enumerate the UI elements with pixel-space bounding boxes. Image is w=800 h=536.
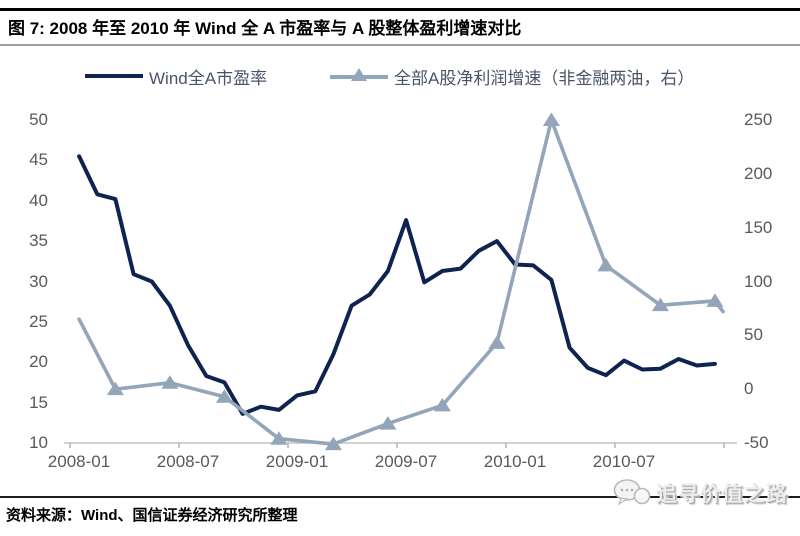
left-axis-tick-label: 20 <box>29 352 48 372</box>
triangle-marker <box>161 375 179 389</box>
x-axis-tick-label: 2010-01 <box>483 452 547 471</box>
chart-legend: Wind全A市盈率 全部A股净利润增速（非金融两油，右） <box>0 62 800 90</box>
triangle-marker <box>597 257 615 272</box>
triangle-marker <box>488 335 506 349</box>
x-axis-tick-label: 2008-07 <box>156 452 220 471</box>
right-axis-tick-label: 0 <box>744 379 754 399</box>
watermark: 追寻价值之路 <box>612 477 788 509</box>
left-axis-tick-label: 35 <box>29 231 48 251</box>
legend-item-pe: Wind全A市盈率 <box>85 62 267 90</box>
left-axis-tick-label: 50 <box>29 110 48 129</box>
triangle-marker <box>324 436 342 451</box>
bottom-border-rule <box>0 496 800 498</box>
legend-label-pe: Wind全A市盈率 <box>149 68 268 88</box>
left-axis-tick-label: 30 <box>29 271 48 291</box>
right-axis-tick-label: -50 <box>744 433 769 452</box>
series-line-profit-growth <box>77 118 725 446</box>
triangle-marker <box>651 297 669 312</box>
watermark-text: 追寻价值之路 <box>656 483 788 506</box>
left-axis-tick-label: 15 <box>29 392 48 412</box>
x-axis-tick-label: 2009-07 <box>374 452 438 471</box>
left-axis-tick-label: 45 <box>29 150 48 170</box>
triangle-marker <box>433 397 451 412</box>
x-axis-tick-label: 2008-01 <box>47 452 111 471</box>
figure-title: 图 7: 2008 年至 2010 年 Wind 全 A 市盈率与 A 股整体盈… <box>8 19 522 38</box>
left-axis-tick-label: 25 <box>29 311 48 331</box>
right-axis-tick-label: 100 <box>744 271 773 291</box>
navy-line-swatch-icon <box>85 74 143 78</box>
chat-bubbles-icon <box>613 479 651 506</box>
title-divider-rule <box>0 44 800 46</box>
triangle-marker <box>379 416 397 430</box>
legend-item-profit-growth: 全部A股净利润增速（非金融两油，右） <box>330 62 694 90</box>
triangle-marker <box>106 381 124 396</box>
right-axis-tick-label: 50 <box>744 325 763 345</box>
right-axis-tick-label: 150 <box>744 217 773 237</box>
right-axis-tick-label: 200 <box>744 163 773 183</box>
series-line-pe <box>77 154 717 416</box>
left-axis-tick-label: 40 <box>29 190 48 210</box>
source-note: 资料来源：Wind、国信证券经济研究所整理 <box>6 507 298 524</box>
triangle-marker <box>706 293 724 307</box>
top-border-rule <box>0 8 800 11</box>
triangle-marker <box>542 112 560 126</box>
right-axis-tick-label: 250 <box>744 110 773 129</box>
triangle-line-swatch-icon <box>330 68 388 84</box>
x-axis-tick-label: 2010-07 <box>592 452 656 471</box>
triangle-marker <box>215 389 233 403</box>
left-axis-tick-label: 10 <box>29 433 48 452</box>
x-axis-tick-label: 2009-01 <box>265 452 329 471</box>
triangle-marker <box>270 431 288 445</box>
legend-label-profit-growth: 全部A股净利润增速（非金融两油，右） <box>394 68 695 88</box>
